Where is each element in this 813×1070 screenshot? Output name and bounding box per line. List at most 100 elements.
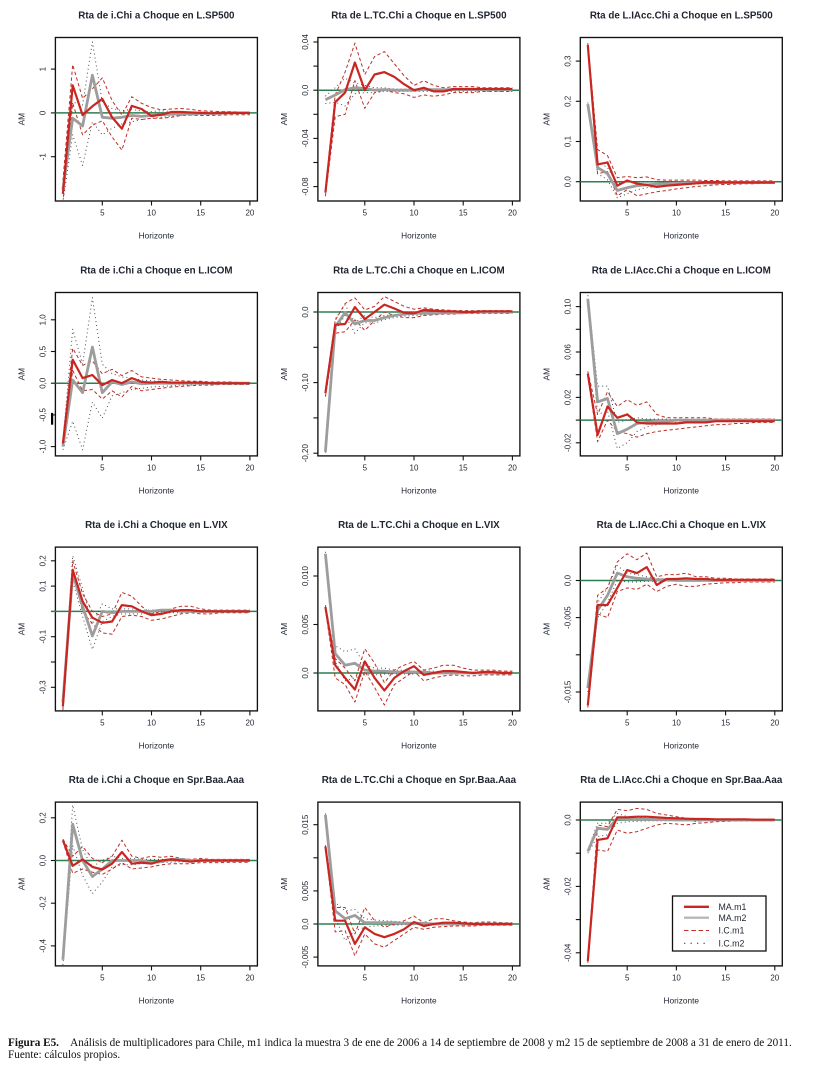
svg-text:-0,005: -0,005 [301,945,310,968]
svg-text:20: 20 [770,463,779,472]
svg-text:0,0: 0,0 [301,306,310,318]
svg-text:AM: AM [16,368,26,381]
svg-text:10: 10 [147,973,156,982]
svg-text:5: 5 [363,209,368,218]
svg-text:10: 10 [410,463,419,472]
svg-text:-0,3: -0,3 [38,680,47,694]
svg-text:I.C.m1: I.C.m1 [719,926,745,936]
svg-text:Fuente: cálculos propios.: Fuente: cálculos propios. [8,1049,120,1061]
svg-text:-0,02: -0,02 [563,433,572,452]
svg-text:AM: AM [279,368,289,381]
svg-text:15: 15 [459,209,468,218]
svg-text:Horizonte: Horizonte [664,995,700,1005]
svg-text:Rta de L.IAcc.Chi a Choque en: Rta de L.IAcc.Chi a Choque en L.VIX [597,520,767,531]
svg-text:5: 5 [363,463,368,472]
svg-text:5: 5 [625,463,630,472]
svg-text:-0,2: -0,2 [38,896,47,910]
svg-text:Rta de i.Chi a Choque en L.VIX: Rta de i.Chi a Choque en L.VIX [85,520,228,531]
svg-text:AM: AM [541,368,551,381]
svg-text:Rta de L.IAcc.Chi a Choque en: Rta de L.IAcc.Chi a Choque en L.SP500 [590,11,773,22]
svg-text:Figura E5. Análisis de multipl: Figura E5. Análisis de multiplicadores p… [8,1037,792,1049]
svg-text:15: 15 [196,718,205,727]
svg-text:10: 10 [672,718,681,727]
svg-text:0,2: 0,2 [38,812,47,824]
svg-text:20: 20 [245,718,254,727]
svg-text:20: 20 [245,463,254,472]
svg-text:15: 15 [459,463,468,472]
svg-text:Rta de i.Chi a Choque en L.SP5: Rta de i.Chi a Choque en L.SP500 [78,11,235,22]
svg-text:10: 10 [410,209,419,218]
svg-text:5: 5 [625,718,630,727]
svg-text:0,005: 0,005 [301,880,310,901]
svg-text:Rta de L.IAcc.Chi a Choque en: Rta de L.IAcc.Chi a Choque en L.ICOM [592,266,771,277]
svg-text:-0,08: -0,08 [301,177,310,196]
svg-text:15: 15 [721,463,730,472]
svg-text:-0,4: -0,4 [38,938,47,952]
svg-text:0,1: 0,1 [38,580,47,592]
svg-text:15: 15 [196,209,205,218]
svg-text:Rta de L.IAcc.Chi a Choque en: Rta de L.IAcc.Chi a Choque en Spr.Baa.Aa… [580,775,783,786]
svg-text:20: 20 [770,973,779,982]
svg-text:10: 10 [672,209,681,218]
svg-text:AM: AM [16,878,26,891]
svg-text:10: 10 [147,463,156,472]
svg-text:Rta de L.TC.Chi a Choque en Sp: Rta de L.TC.Chi a Choque en Spr.Baa.Aaa [322,775,517,786]
svg-text:0: 0 [38,110,47,115]
svg-text:5: 5 [100,209,105,218]
svg-text:AM: AM [541,623,551,636]
svg-text:0,3: 0,3 [563,55,572,67]
svg-text:0,0: 0,0 [38,377,47,389]
svg-text:1: 1 [38,66,47,71]
svg-text:0,0: 0,0 [301,84,310,96]
svg-text:Rta de L.TC.Chi a Choque en L.: Rta de L.TC.Chi a Choque en L.VIX [338,520,500,531]
svg-text:Horizonte: Horizonte [664,485,700,495]
svg-text:10: 10 [410,973,419,982]
svg-text:AM: AM [279,878,289,891]
svg-text:Horizonte: Horizonte [401,231,437,241]
svg-text:Horizonte: Horizonte [401,485,437,495]
svg-text:I.C.m2: I.C.m2 [719,939,745,949]
svg-text:20: 20 [508,718,517,727]
svg-text:0,010: 0,010 [301,565,310,586]
svg-text:15: 15 [721,209,730,218]
svg-text:0,0: 0,0 [301,667,310,679]
svg-text:-0,04: -0,04 [563,943,572,962]
svg-text:Horizonte: Horizonte [401,995,437,1005]
svg-text:Rta de L.TC.Chi a Choque en L.: Rta de L.TC.Chi a Choque en L.SP500 [331,11,507,22]
svg-text:0,005: 0,005 [301,614,310,635]
svg-text:Horizonte: Horizonte [139,485,175,495]
svg-text:0,2: 0,2 [38,555,47,567]
svg-text:0,0: 0,0 [301,918,310,930]
svg-text:5: 5 [363,973,368,982]
svg-text:5: 5 [625,209,630,218]
svg-text:20: 20 [770,209,779,218]
svg-text:20: 20 [770,718,779,727]
svg-text:5: 5 [100,718,105,727]
svg-text:1,0: 1,0 [38,314,47,326]
svg-text:Rta de i.Chi a Choque en Spr.B: Rta de i.Chi a Choque en Spr.Baa.Aaa [69,775,245,786]
svg-text:15: 15 [721,718,730,727]
svg-text:0,04: 0,04 [301,34,310,50]
svg-text:-0,02: -0,02 [563,877,572,896]
svg-text:-0,005: -0,005 [563,606,572,629]
svg-text:0,06: 0,06 [563,344,572,360]
svg-text:15: 15 [196,973,205,982]
svg-text:AM: AM [541,878,551,891]
svg-text:0,10: 0,10 [563,298,572,314]
svg-text:-0,015: -0,015 [563,680,572,703]
svg-text:-1: -1 [38,153,47,161]
svg-text:AM: AM [16,113,26,126]
svg-text:-0,10: -0,10 [301,373,310,392]
svg-text:0,015: 0,015 [301,814,310,835]
svg-text:Horizonte: Horizonte [139,995,175,1005]
svg-text:Horizonte: Horizonte [664,740,700,750]
svg-text:MA.m2: MA.m2 [719,913,747,923]
svg-text:-0,04: -0,04 [301,129,310,148]
svg-text:10: 10 [410,718,419,727]
svg-text:AM: AM [16,623,26,636]
svg-text:15: 15 [459,973,468,982]
svg-text:20: 20 [245,209,254,218]
svg-text:0,0: 0,0 [563,814,572,826]
svg-text:5: 5 [100,463,105,472]
svg-text:AM: AM [279,113,289,126]
